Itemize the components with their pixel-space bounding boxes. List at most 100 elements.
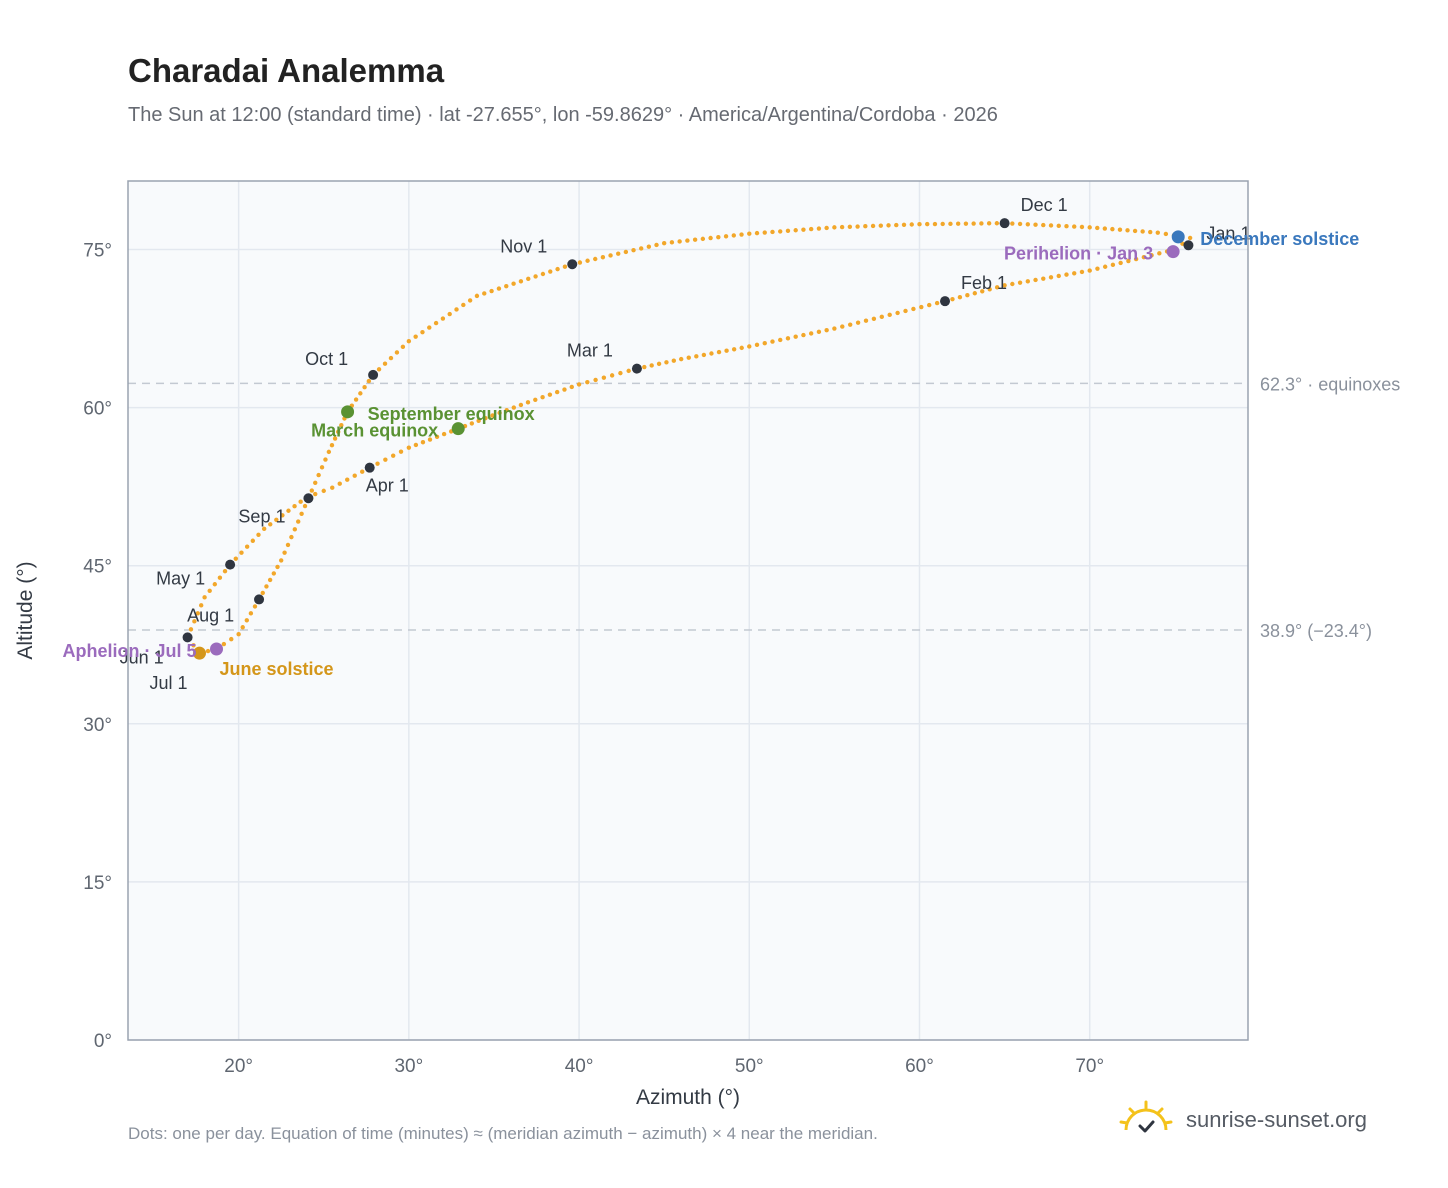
event-label: Perihelion · Jan 3 (1004, 244, 1153, 264)
month-marker (225, 559, 236, 570)
daily-dot (323, 457, 328, 462)
daily-dot (1033, 222, 1038, 227)
daily-dot (832, 326, 837, 331)
daily-dot (708, 235, 713, 241)
chart-title: Charadai Analemma (128, 52, 445, 89)
daily-dot (585, 379, 590, 385)
brand-name[interactable]: sunrise-sunset.org (1186, 1107, 1367, 1132)
daily-dot (963, 221, 969, 226)
daily-dot (222, 568, 228, 574)
daily-dot (497, 410, 502, 416)
daily-dot (1102, 226, 1108, 231)
daily-dot (863, 318, 869, 323)
month-label: Feb 1 (961, 273, 1007, 293)
daily-dot (326, 449, 332, 455)
month-marker (254, 594, 265, 605)
daily-dot (382, 361, 388, 366)
daily-dot (268, 522, 273, 527)
event-marker (1166, 245, 1180, 259)
daily-dot (330, 485, 335, 490)
daily-dot (987, 287, 992, 292)
daily-dot (192, 619, 197, 624)
daily-dot (352, 473, 357, 478)
daily-dot (934, 300, 940, 306)
daily-dot (642, 364, 647, 370)
daily-dot (329, 442, 335, 448)
daily-dot (716, 349, 722, 355)
month-label: Apr 1 (366, 476, 409, 496)
daily-dot (256, 532, 261, 537)
event-label: June solstice (219, 659, 333, 679)
daily-dot (700, 236, 706, 242)
daily-dot (600, 255, 606, 260)
month-label: Jun 1 (120, 647, 164, 667)
daily-dot (309, 488, 315, 493)
daily-dot (289, 534, 294, 540)
daily-dot (474, 293, 480, 299)
daily-dot (1041, 276, 1046, 281)
sun-logo-icon (1119, 1100, 1173, 1133)
daily-dot (919, 304, 924, 310)
daily-dot (616, 251, 621, 256)
daily-dot (754, 342, 760, 348)
month-marker (940, 296, 951, 307)
month-marker (182, 632, 193, 643)
daily-dot (894, 222, 899, 228)
daily-dot (793, 334, 798, 339)
month-markers: Jan 1 Feb 1 Mar 1 Apr 1 May 1 Jun 1 Jul 1 Aug 1… (120, 195, 1251, 693)
daily-dot (461, 302, 466, 308)
month-marker (1183, 240, 1194, 251)
daily-dot (433, 320, 439, 326)
month-label: Jan 1 (1206, 223, 1250, 243)
footnote: Dots: one per day. Equation of time (min… (128, 1124, 878, 1143)
daily-dot (671, 358, 677, 363)
daily-dot (654, 242, 659, 248)
daily-dot (511, 405, 517, 410)
daily-dot (1155, 230, 1160, 235)
daily-dot (240, 625, 245, 630)
daily-dot (490, 413, 495, 418)
brand[interactable]: sunrise-sunset.org (1118, 1100, 1367, 1140)
daily-dot (467, 298, 473, 303)
daily-dot (504, 408, 509, 413)
daily-dot (793, 228, 798, 233)
month-label: Mar 1 (567, 341, 613, 361)
daily-dot (1133, 256, 1139, 262)
daily-dot (677, 239, 682, 244)
daily-dot (986, 221, 992, 226)
x-tick-label: 60° (905, 1056, 934, 1077)
daily-dot (1025, 222, 1031, 227)
plot-frame (127, 180, 1249, 1041)
daily-dot (362, 385, 367, 390)
y-axis-title: Altitude (°) (14, 561, 37, 659)
daily-dot (207, 588, 212, 593)
y-tick-label: 60° (83, 399, 112, 420)
daily-dot (678, 356, 684, 362)
month-label: Dec 1 (1021, 195, 1068, 215)
daily-dot (638, 246, 644, 251)
x-tick-label: 30° (394, 1056, 423, 1077)
daily-dot (1149, 253, 1154, 258)
daily-dot (609, 373, 615, 378)
daily-dot (955, 221, 961, 226)
daily-dot (316, 472, 321, 478)
daily-dot (440, 316, 446, 321)
daily-dot (526, 276, 531, 282)
month-label: Nov 1 (500, 236, 547, 256)
daily-dot (339, 422, 344, 428)
daily-dot (879, 314, 884, 320)
daily-dot (971, 221, 976, 226)
daily-dot (1010, 281, 1015, 287)
daily-dot (562, 264, 568, 269)
reference-lines: 62.3° · equinoxes 38.9° (−23.4°) (128, 374, 1400, 641)
x-tick-label: 20° (224, 1056, 253, 1077)
daily-dot (569, 384, 574, 390)
daily-dot (205, 648, 211, 654)
daily-dot (292, 504, 297, 509)
daily-dot (554, 389, 560, 395)
daily-dot (1025, 279, 1031, 284)
daily-dot (863, 224, 868, 229)
daily-dot (1048, 223, 1054, 228)
daily-dot (285, 542, 291, 548)
daily-dot (785, 228, 791, 234)
